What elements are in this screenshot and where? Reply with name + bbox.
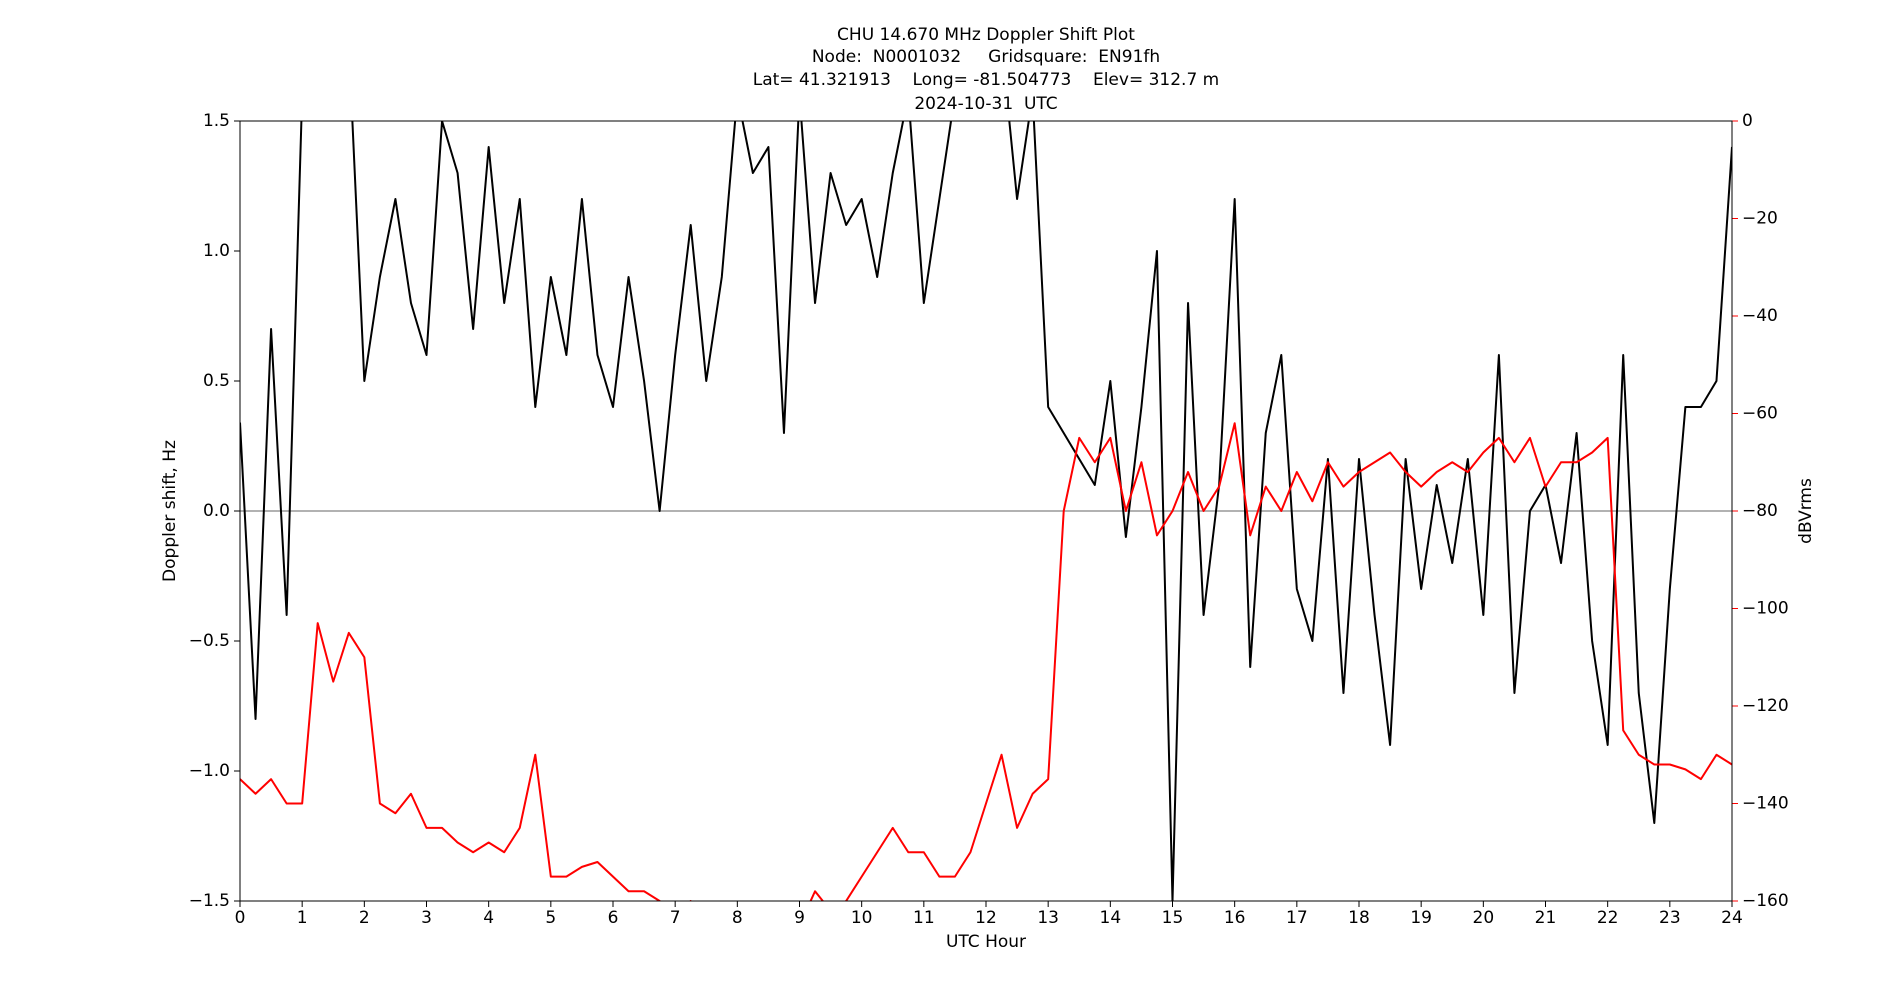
x-tick-label: 6 <box>608 908 619 928</box>
x-tick-label: 2 <box>359 908 370 928</box>
series-line <box>240 422 1732 901</box>
x-tick-label: 20 <box>1473 908 1495 928</box>
y2-tick-label: −20 <box>1742 209 1778 229</box>
chart-title: CHU 14.670 MHz Doppler Shift Plot <box>837 25 1135 45</box>
chart-subtitle: Node: N0001032 Gridsquare: EN91fh <box>812 47 1160 67</box>
y-tick-label: 1.5 <box>203 111 230 131</box>
x-tick-label: 23 <box>1659 908 1681 928</box>
x-tick-label: 14 <box>1100 908 1122 928</box>
x-tick-label: 0 <box>235 908 246 928</box>
y2-tick-label: −60 <box>1742 404 1778 424</box>
x-tick-label: 1 <box>297 908 308 928</box>
y-tick-label: −0.5 <box>189 631 230 651</box>
x-tick-label: 12 <box>975 908 997 928</box>
y2-tick-label: −80 <box>1742 501 1778 521</box>
y-tick-label: −1.0 <box>189 761 230 781</box>
x-tick-label: 3 <box>421 908 432 928</box>
y-tick-label: 1.0 <box>203 241 230 261</box>
x-tick-label: 7 <box>670 908 681 928</box>
series-line <box>240 121 1732 901</box>
x-tick-label: 4 <box>483 908 494 928</box>
y2-tick-label: −140 <box>1742 794 1789 814</box>
y2-tick-label: −40 <box>1742 306 1778 326</box>
chart-subtitle: Lat= 41.321913 Long= -81.504773 Elev= 31… <box>753 70 1219 90</box>
x-tick-label: 24 <box>1721 908 1743 928</box>
x-tick-label: 17 <box>1286 908 1308 928</box>
y2-tick-label: −120 <box>1742 696 1789 716</box>
x-tick-label: 19 <box>1410 908 1432 928</box>
y-tick-label: 0.0 <box>203 501 230 521</box>
y2-axis-label: dBVrms <box>1796 478 1816 544</box>
chart-subtitle: 2024-10-31 UTC <box>914 94 1057 114</box>
y2-tick-label: −100 <box>1742 599 1789 619</box>
x-tick-label: 13 <box>1037 908 1059 928</box>
x-tick-label: 8 <box>732 908 743 928</box>
plot-frame <box>239 120 1733 902</box>
y2-tick-label: 0 <box>1742 111 1753 131</box>
x-tick-label: 22 <box>1597 908 1619 928</box>
x-tick-label: 9 <box>794 908 805 928</box>
y-tick-label: 0.5 <box>203 371 230 391</box>
x-tick-label: 15 <box>1162 908 1184 928</box>
x-tick-label: 5 <box>545 908 556 928</box>
x-tick-label: 10 <box>851 908 873 928</box>
x-tick-label: 21 <box>1535 908 1557 928</box>
y-tick-label: −1.5 <box>189 891 230 911</box>
y2-tick-label: −160 <box>1742 891 1789 911</box>
x-tick-label: 11 <box>913 908 935 928</box>
x-axis-label: UTC Hour <box>946 932 1026 952</box>
x-tick-label: 16 <box>1224 908 1246 928</box>
y-axis-label: Doppler shift, Hz <box>160 440 180 582</box>
x-tick-label: 18 <box>1348 908 1370 928</box>
